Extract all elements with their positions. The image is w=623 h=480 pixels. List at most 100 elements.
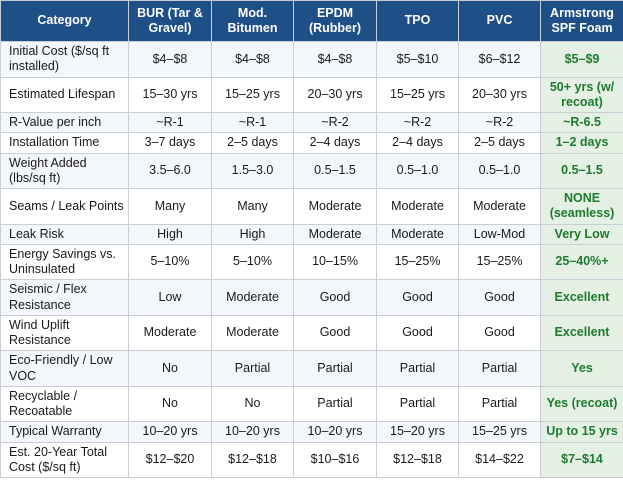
value-cell: 0.5–1.0 [458, 152, 541, 189]
value-cell: Low-Mod [458, 223, 541, 245]
category-cell: Installation Time [0, 132, 129, 154]
value-cell: 10–20 yrs [211, 421, 294, 443]
header-cell-mod-bitumen: Mod. Bitumen [211, 0, 294, 42]
value-cell: 5–10% [128, 243, 212, 281]
value-cell: 5–10% [211, 243, 294, 281]
value-cell-armstrong: Up to 15 yrs [540, 421, 623, 443]
table-row: Seams / Leak Points Many Many Moderate Moder… [0, 188, 623, 225]
table-row: Typical Warranty 10–20 yrs 10–20 yrs 10–20 … [0, 421, 623, 443]
value-cell: 15–20 yrs [376, 421, 459, 443]
header-cell-category: Category [0, 0, 129, 42]
value-cell: Good [458, 314, 541, 352]
value-cell: Good [293, 279, 377, 316]
value-cell: No [211, 385, 294, 423]
value-cell: $4–$8 [128, 41, 212, 78]
value-cell: Moderate [376, 188, 459, 225]
value-cell: Partial [376, 385, 459, 423]
value-cell: 2–5 days [458, 132, 541, 154]
value-cell-armstrong: $5–$9 [540, 41, 623, 78]
value-cell: Partial [458, 350, 541, 387]
category-cell: Recyclable / Recoatable [0, 385, 129, 423]
table-row: Estimated Lifespan 15–30 yrs 15–25 yrs 20–3… [0, 76, 623, 113]
value-cell: Moderate [293, 223, 377, 245]
value-cell-armstrong: NONE (seamless) [540, 188, 623, 225]
value-cell: 20–30 yrs [458, 76, 541, 113]
value-cell: 15–25 yrs [211, 76, 294, 113]
category-cell: Energy Savings vs. Uninsulated [0, 243, 129, 281]
value-cell: Partial [211, 350, 294, 387]
value-cell: 1.5–3.0 [211, 152, 294, 189]
category-cell: Initial Cost ($/sq ft installed) [0, 41, 129, 78]
value-cell-armstrong: 50+ yrs (w/ recoat) [540, 76, 623, 113]
value-cell: Moderate [211, 314, 294, 352]
value-cell: ~R-1 [211, 111, 294, 134]
table-row: Initial Cost ($/sq ft installed) $4–$8 $4–… [0, 41, 623, 78]
value-cell: 2–4 days [293, 132, 377, 154]
value-cell: 0.5–1.5 [293, 152, 377, 189]
category-cell: Seismic / Flex Resistance [0, 279, 129, 316]
header-cell-bur-tar-gravel: BUR (Tar & Gravel) [128, 0, 212, 42]
value-cell: Good [376, 314, 459, 352]
value-cell: Partial [376, 350, 459, 387]
category-cell: Est. 20-Year Total Cost ($/sq ft) [0, 441, 129, 478]
value-cell: No [128, 350, 212, 387]
table-header: Category BUR (Tar & Gravel) Mod. Bitumen EP… [0, 0, 623, 42]
category-cell: Wind Uplift Resistance [0, 314, 129, 352]
value-cell: $14–$22 [458, 441, 541, 478]
value-cell: Partial [458, 385, 541, 423]
value-cell: Good [293, 314, 377, 352]
value-cell: 10–15% [293, 243, 377, 281]
category-cell: Estimated Lifespan [0, 76, 129, 113]
value-cell: High [128, 223, 212, 245]
value-cell-armstrong: Very Low [540, 223, 623, 245]
value-cell: 10–20 yrs [293, 421, 377, 443]
value-cell-armstrong: $7–$14 [540, 441, 623, 478]
value-cell: 15–25 yrs [458, 421, 541, 443]
value-cell: Low [128, 279, 212, 316]
table-row: Installation Time 3–7 days 2–5 days 2–4 day… [0, 132, 623, 154]
value-cell: $4–$8 [293, 41, 377, 78]
value-cell: 0.5–1.0 [376, 152, 459, 189]
table-body: Initial Cost ($/sq ft installed) $4–$8 $4–… [0, 41, 623, 478]
table-row: Est. 20-Year Total Cost ($/sq ft) $12–$20… [0, 441, 623, 478]
value-cell: Moderate [293, 188, 377, 225]
value-cell: Good [376, 279, 459, 316]
category-cell: Eco-Friendly / Low VOC [0, 350, 129, 387]
value-cell: 15–25 yrs [376, 76, 459, 113]
value-cell: $10–$16 [293, 441, 377, 478]
value-cell: 2–4 days [376, 132, 459, 154]
table-row: Eco-Friendly / Low VOC No Partial Partial Pa… [0, 350, 623, 387]
header-cell-armstrong-spf-foam: Armstrong SPF Foam [540, 0, 623, 42]
value-cell: ~R-2 [293, 111, 377, 134]
value-cell: ~R-2 [376, 111, 459, 134]
category-cell: R-Value per inch [0, 111, 129, 134]
table-row: Recyclable / Recoatable No No Partial Partia… [0, 385, 623, 423]
table-row: Wind Uplift Resistance Moderate Moderate Go… [0, 314, 623, 352]
value-cell: ~R-1 [128, 111, 212, 134]
table-row: Seismic / Flex Resistance Low Moderate Good… [0, 279, 623, 316]
value-cell: ~R-2 [458, 111, 541, 134]
value-cell-armstrong: Yes [540, 350, 623, 387]
value-cell-armstrong: Excellent [540, 314, 623, 352]
value-cell-armstrong: ~R-6.5 [540, 111, 623, 134]
value-cell: $12–$18 [376, 441, 459, 478]
value-cell: Moderate [376, 223, 459, 245]
value-cell: No [128, 385, 212, 423]
header-row: Category BUR (Tar & Gravel) Mod. Bitumen EP… [0, 0, 623, 42]
value-cell-armstrong: 1–2 days [540, 132, 623, 154]
header-cell-tpo: TPO [376, 0, 459, 42]
value-cell: 2–5 days [211, 132, 294, 154]
table-row: R-Value per inch ~R-1 ~R-1 ~R-2 ~R-2 ~R-2 ~R-6… [0, 111, 623, 134]
value-cell-armstrong: Yes (recoat) [540, 385, 623, 423]
value-cell-armstrong: Excellent [540, 279, 623, 316]
category-cell: Seams / Leak Points [0, 188, 129, 225]
value-cell: Partial [293, 350, 377, 387]
value-cell: 3–7 days [128, 132, 212, 154]
value-cell: $5–$10 [376, 41, 459, 78]
value-cell: Many [128, 188, 212, 225]
category-cell: Weight Added (lbs/sq ft) [0, 152, 129, 189]
value-cell: 10–20 yrs [128, 421, 212, 443]
table-row: Leak Risk High High Moderate Moderate Low-Mod… [0, 223, 623, 245]
value-cell: Moderate [128, 314, 212, 352]
